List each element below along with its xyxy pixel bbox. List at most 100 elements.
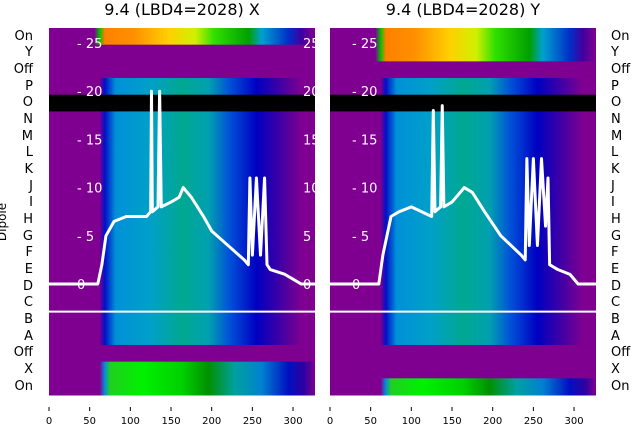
heatmap-row-f xyxy=(330,244,596,263)
row-label: On xyxy=(611,378,630,394)
heatmap-row-f xyxy=(49,244,315,263)
row-label: F xyxy=(25,245,33,261)
y-tick-label: - 5 xyxy=(352,230,369,245)
heatmap-row-d xyxy=(330,278,596,296)
x-tick-label: 50 xyxy=(364,416,377,427)
heatmap-row-off xyxy=(49,344,315,363)
x-tick-label: 0 xyxy=(327,416,333,427)
heatmap-row-o xyxy=(330,94,596,112)
heatmap-row-b xyxy=(330,311,596,329)
heatmap-row-i xyxy=(49,194,315,212)
y-tick-label: - 10 xyxy=(77,182,102,197)
row-label: A xyxy=(24,328,33,344)
y-tick-label: - 15 xyxy=(352,133,377,148)
row-label: N xyxy=(23,111,33,127)
x-tick-label: 0 xyxy=(46,416,52,427)
heatmap-row-p xyxy=(330,78,596,96)
y-tick-label: 0 xyxy=(352,278,360,293)
row-label: On xyxy=(611,28,630,44)
heatmap-row-a xyxy=(330,328,596,346)
series-line xyxy=(330,104,596,286)
y-tick-label-right: 25 xyxy=(303,37,320,52)
heatmap-row-e xyxy=(330,261,596,279)
row-label: J xyxy=(611,178,615,194)
heatmap-row-i xyxy=(330,194,596,212)
x-tick-label: 300 xyxy=(564,416,583,427)
heatmap-row-k xyxy=(49,161,315,179)
x-tick-label: 300 xyxy=(283,416,302,427)
heatmap-row-a xyxy=(49,328,315,346)
heatmap-row-p xyxy=(49,78,315,96)
y-tick-label: - 15 xyxy=(77,133,102,148)
row-label: O xyxy=(611,95,622,111)
row-label: E xyxy=(611,262,620,278)
row-label: Off xyxy=(611,345,631,361)
row-label: M xyxy=(21,128,33,144)
row-label: P xyxy=(611,78,619,94)
heatmap-row-m xyxy=(330,128,596,146)
heatmap-row-h xyxy=(330,211,596,229)
y-tick-label: - 25 xyxy=(352,37,377,52)
row-label: N xyxy=(611,111,621,127)
row-label: On xyxy=(14,28,33,44)
row-label: A xyxy=(611,328,620,344)
row-label: X xyxy=(24,362,33,378)
heatmap-row-on xyxy=(330,378,596,396)
row-label: J xyxy=(29,178,33,194)
x-tick-label: 100 xyxy=(402,416,421,427)
x-tick-label: 250 xyxy=(243,416,262,427)
heatmap-row-c xyxy=(330,294,596,313)
row-label: B xyxy=(24,312,33,328)
x-tick-label: 50 xyxy=(83,416,96,427)
heatmap-row-on xyxy=(49,28,315,46)
heatmap-row-x xyxy=(330,361,596,379)
heatmap-row-x xyxy=(49,361,315,379)
row-label: G xyxy=(22,228,33,244)
panel-y-title: 9.4 (LBD4=2028) Y xyxy=(385,0,541,19)
row-label: F xyxy=(611,245,619,261)
row-label: X xyxy=(611,362,620,378)
x-tick-label: 150 xyxy=(161,416,180,427)
row-label: G xyxy=(611,228,622,244)
heatmap-row-g xyxy=(330,228,596,246)
row-label: Y xyxy=(25,45,33,61)
panel-y: 0 - 5 - 10 - 15 - 20 - 25 0 50 100 150 200 250 300 xyxy=(327,28,596,427)
y-tick-label: - 5 xyxy=(77,230,94,245)
row-label: K xyxy=(611,161,620,177)
heatmap-row-on xyxy=(330,28,596,46)
row-label: D xyxy=(22,278,33,294)
heatmap-row-d xyxy=(49,278,315,296)
heatmap-row-n xyxy=(330,111,596,129)
y-tick-label: - 10 xyxy=(352,182,377,197)
y-tick-label-right: 5 xyxy=(303,230,311,245)
row-label: B xyxy=(611,312,620,328)
x-tick-label: 200 xyxy=(202,416,221,427)
heatmap-row-b xyxy=(49,311,315,329)
row-label: E xyxy=(24,262,33,278)
row-label: P xyxy=(25,78,33,94)
heatmap-row-y xyxy=(49,44,315,62)
heatmap-row-c xyxy=(49,294,315,313)
row-label: Off xyxy=(13,61,33,77)
heatmap-row-k xyxy=(330,161,596,179)
heatmap-row-l xyxy=(330,144,596,162)
y-tick-label-right: 20 xyxy=(303,85,320,100)
y-tick-label: - 25 xyxy=(77,37,102,52)
row-label: Off xyxy=(13,345,33,361)
row-label: I xyxy=(29,195,33,211)
series-line xyxy=(49,89,315,286)
y-tick-label-right: 0 xyxy=(303,278,311,293)
row-label: C xyxy=(23,295,33,311)
row-label: K xyxy=(24,161,33,177)
row-label: H xyxy=(23,212,33,227)
x-tick-label: 250 xyxy=(524,416,543,427)
row-label: L xyxy=(611,145,619,161)
x-tick-label: 150 xyxy=(442,416,461,427)
heatmap-row-off xyxy=(49,61,315,79)
heatmap-row-off xyxy=(330,61,596,79)
y-tick-label: 0 xyxy=(77,278,85,293)
heatmap-row-on xyxy=(49,378,315,396)
row-label: L xyxy=(25,145,33,161)
y-tick-label-right: 10 xyxy=(303,182,320,197)
